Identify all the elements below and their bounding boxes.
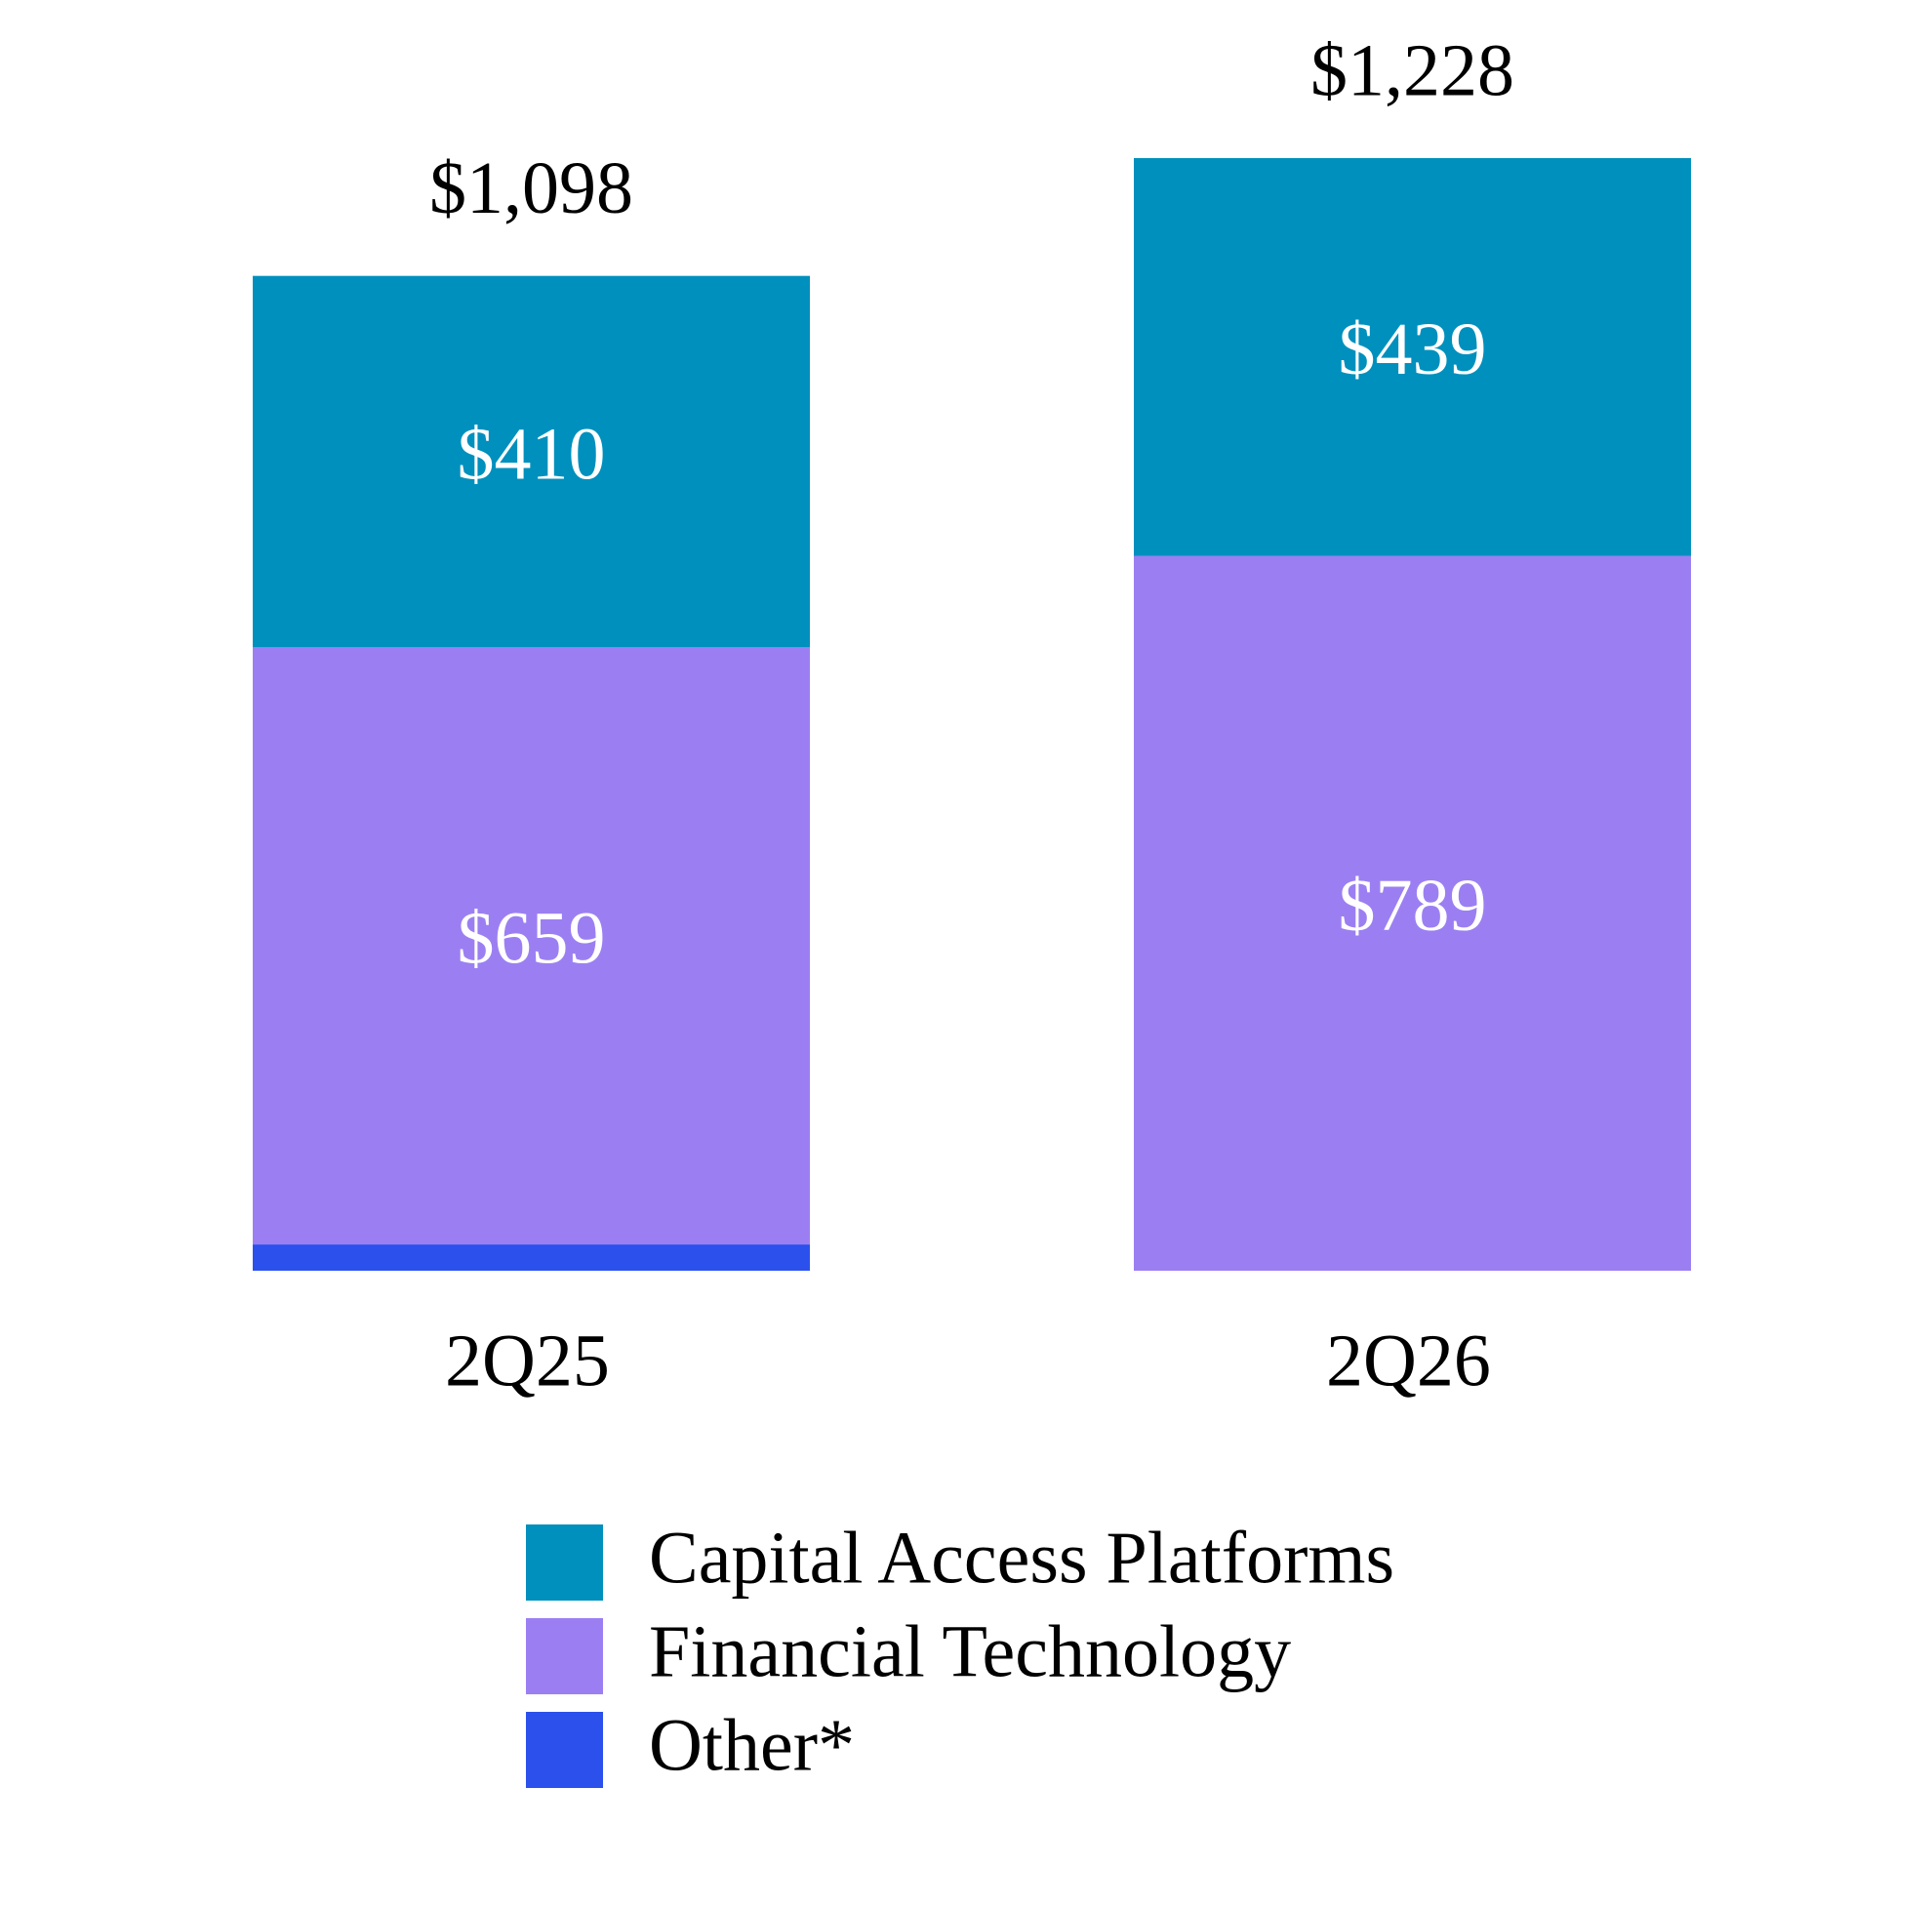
bar-segment bbox=[253, 275, 810, 648]
legend-label: Financial Technology bbox=[649, 1610, 1291, 1692]
bar-segment bbox=[1134, 555, 1691, 1271]
total-label: $1,228 bbox=[1310, 29, 1514, 111]
legend-swatch bbox=[526, 1524, 603, 1601]
value-label: $410 bbox=[458, 413, 606, 495]
value-label: $439 bbox=[1339, 308, 1487, 390]
bar-segment bbox=[1134, 158, 1691, 556]
bar-segment bbox=[253, 647, 810, 1245]
x-tick-label: 2Q25 bbox=[445, 1320, 610, 1401]
legend-label: Capital Access Platforms bbox=[649, 1517, 1394, 1599]
value-label: $659 bbox=[458, 898, 606, 980]
x-tick-label: 2Q26 bbox=[1326, 1320, 1491, 1401]
value-label: $789 bbox=[1339, 865, 1487, 947]
total-label: $1,098 bbox=[429, 147, 633, 229]
legend-label: Other* bbox=[649, 1704, 855, 1786]
legend-swatch bbox=[526, 1712, 603, 1788]
bar-segment bbox=[253, 1244, 810, 1271]
legend-swatch bbox=[526, 1618, 603, 1694]
